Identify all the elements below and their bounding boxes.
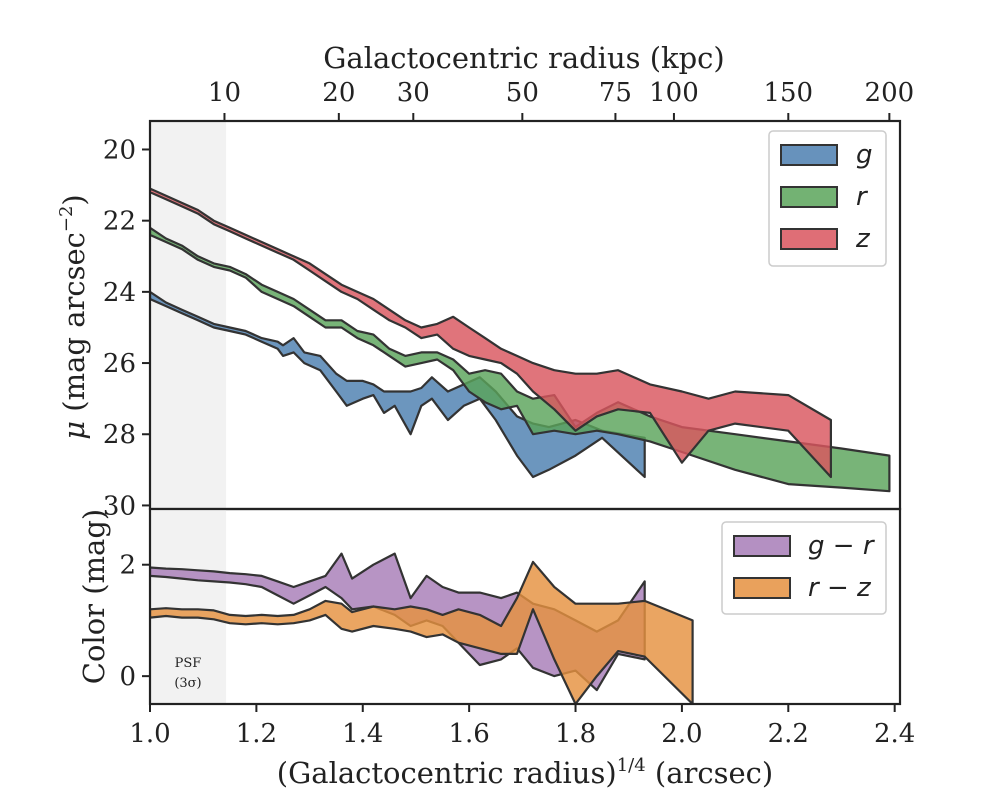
x-tick-label: 2.0	[661, 719, 702, 749]
y-tick-label: 28	[103, 420, 136, 450]
x-axis-label-main: (Galactocentric radius)	[277, 756, 617, 790]
band-gr	[150, 552, 646, 692]
bottom-panel-frame	[148, 507, 902, 706]
color-panel: 02 1.0 1.2 1.4 1.6 1.8 2.0 2.2 2.4 g − rr − z P…	[119, 507, 915, 749]
top-legend: grz	[768, 130, 887, 267]
y-axis-ticks: 20 22 24 26 28 30	[103, 135, 150, 521]
legend-swatch	[733, 577, 791, 599]
color-y-axis-ticks: 02	[119, 551, 150, 692]
legend-label: g − r	[808, 531, 876, 561]
band-z	[150, 187, 833, 479]
legend-label: z	[855, 224, 871, 254]
color-axis-label: Color (mag)	[77, 509, 111, 684]
psf-annotation-line2: (3σ)	[174, 676, 201, 691]
x-tick-label: 1.2	[236, 719, 277, 749]
x-axis-label: (Galactocentric radius)1/4 (arcsec)	[277, 755, 773, 790]
color-y-tick-label: 0	[119, 662, 136, 692]
legend-swatch	[733, 535, 791, 557]
color-y-tick-label: 2	[119, 551, 136, 581]
y-tick-label: 22	[103, 207, 136, 237]
x-tick-label: 1.6	[448, 719, 489, 749]
legend-label: r − z	[808, 573, 872, 603]
y-axis-label-sup: −2	[56, 206, 77, 233]
legend-label: g	[856, 140, 873, 170]
x-tick-label: 1.0	[129, 719, 170, 749]
psf-annotation-line1: PSF	[175, 656, 202, 671]
surface-brightness-panel: 20 22 24 26 28 30 10 20 30 50 75 100 150 200 grz	[103, 78, 914, 521]
x-axis-label-sup: 1/4	[617, 755, 646, 776]
band-r	[150, 226, 891, 493]
legend-label: r	[856, 182, 869, 212]
top-tick-label: 100	[649, 78, 699, 108]
x-axis-ticks: 1.0 1.2 1.4 1.6 1.8 2.0 2.2 2.4	[129, 704, 915, 749]
top-tick-label: 150	[763, 78, 813, 108]
x-tick-label: 1.8	[555, 719, 596, 749]
x-tick-label: 2.4	[874, 719, 915, 749]
top-tick-label: 200	[865, 78, 915, 108]
y-axis-label-main: (mag arcsec	[57, 232, 91, 421]
color-bands	[150, 552, 694, 704]
top-tick-label: 30	[397, 78, 430, 108]
y-axis-label: μ (mag arcsec−2)	[56, 194, 91, 440]
top-tick-label: 20	[322, 78, 355, 108]
y-axis-label-mu: μ	[57, 421, 91, 440]
y-tick-label: 26	[103, 349, 136, 379]
top-axis-ticks: 10 20 30 50 75 100 150 200	[208, 78, 914, 121]
y-tick-label: 30	[103, 491, 136, 521]
y-tick-label: 20	[103, 135, 136, 165]
y-axis-label-end: )	[57, 194, 91, 205]
x-axis-label-unit: (arcsec)	[646, 756, 774, 790]
top-tick-label: 10	[208, 78, 241, 108]
band-g	[150, 290, 646, 479]
legend-swatch	[780, 144, 838, 166]
x-tick-label: 1.4	[342, 719, 383, 749]
psf-shaded-region-color	[150, 509, 227, 704]
top-tick-label: 50	[506, 78, 539, 108]
top-tick-label: 75	[599, 78, 632, 108]
surface-brightness-bands	[150, 187, 891, 493]
legend-swatch	[780, 186, 838, 208]
legend-swatch	[780, 228, 838, 250]
x-tick-label: 2.2	[768, 719, 809, 749]
top-axis-label: Galactocentric radius (kpc)	[323, 41, 724, 75]
y-tick-label: 24	[103, 278, 136, 308]
color-legend: g − r r − z	[721, 521, 887, 615]
band-rz	[150, 560, 694, 704]
